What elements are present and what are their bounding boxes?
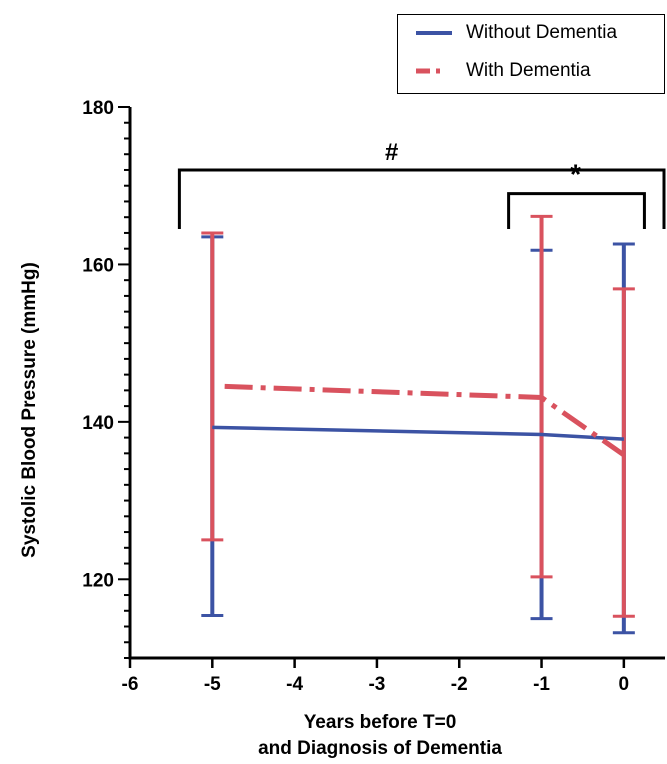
significance-label-hash: #: [385, 139, 398, 166]
x-axis-label-line2: and Diagnosis of Dementia: [258, 738, 502, 759]
axes-layer: 120 140 160 180 -6 -5 -4 -3 -2 -1 0: [82, 98, 665, 695]
series-line-without-dementia: [212, 425, 624, 441]
legend-label-without-dementia: Without Dementia: [466, 22, 618, 43]
legend-swatch-dashdot: [416, 68, 440, 74]
x-axis-label-line1: Years before T=0: [304, 712, 457, 733]
legend-item-without-dementia: Without Dementia: [414, 18, 617, 48]
legend-swatch-solid: [416, 31, 452, 35]
series-layer: [201, 214, 635, 635]
significance-bracket-star: [507, 192, 646, 230]
y-tick-label: 140: [82, 413, 114, 434]
y-tick-label: 120: [82, 570, 114, 591]
y-tick-label: 180: [82, 98, 114, 119]
series-line-with-dementia: [224, 383, 626, 457]
significance-bracket-hash: [177, 168, 666, 230]
legend-item-with-dementia: With Dementia: [414, 56, 591, 86]
x-tick-label: -2: [451, 674, 468, 695]
x-tick-label: -4: [286, 674, 303, 695]
x-tick-label: -3: [368, 674, 385, 695]
y-axis-label: Systolic Blood Pressure (mmHg): [19, 262, 40, 558]
x-tick-label: -6: [122, 674, 139, 695]
significance-label-star: *: [570, 159, 581, 190]
y-tick-label: 160: [82, 255, 114, 276]
x-tick-label: -1: [533, 674, 550, 695]
annotation-layer: #*: [177, 139, 666, 230]
legend-label-with-dementia: With Dementia: [466, 60, 591, 81]
x-tick-label: -5: [204, 674, 221, 695]
legend: Without Dementia With Dementia: [397, 14, 665, 94]
errorbar-with-dementia: [201, 231, 224, 542]
x-tick-label: 0: [619, 674, 630, 695]
